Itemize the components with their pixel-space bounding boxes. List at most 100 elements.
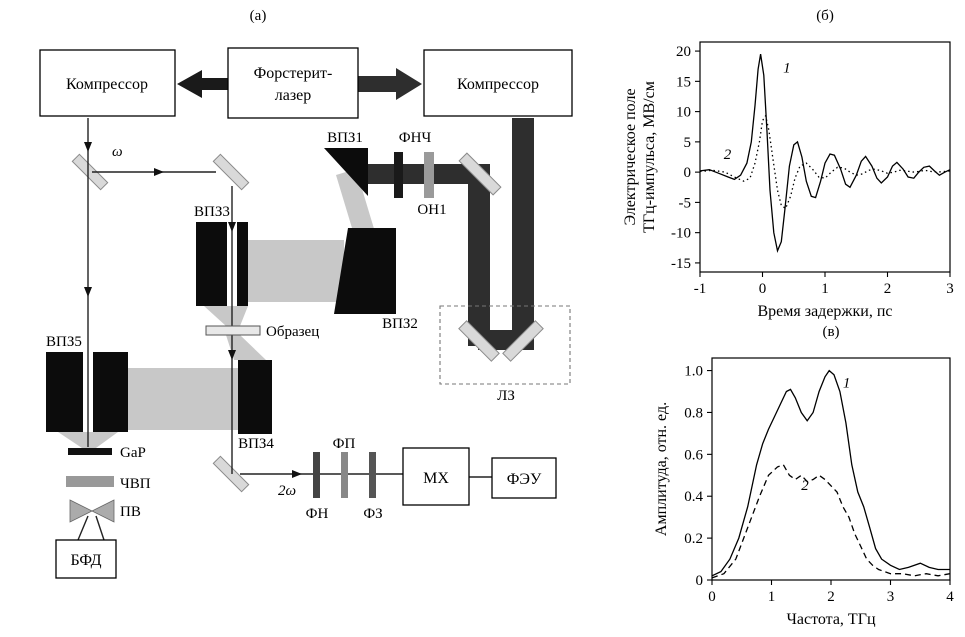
y-tick-label: -5 bbox=[679, 195, 692, 211]
parabolic-mirror-vp2 bbox=[334, 228, 396, 314]
arrowhead-down-2 bbox=[84, 287, 92, 297]
arrowhead-right-1 bbox=[154, 168, 164, 176]
x-tick-label: -1 bbox=[694, 281, 707, 297]
y-tick-label: 5 bbox=[684, 135, 692, 151]
arrow-laser-to-left-compressor bbox=[177, 70, 228, 98]
y-tick-label: 0.4 bbox=[684, 489, 703, 505]
compressor-right-box bbox=[423, 49, 573, 117]
parabolic-mirror-vp3 bbox=[196, 222, 248, 306]
x-axis-label: Время задержки, пс bbox=[758, 303, 893, 320]
balanced-photodetector-box bbox=[55, 539, 117, 579]
thz-beam-vp3-sample bbox=[204, 306, 248, 326]
x-axis-label: Частота, ТГц bbox=[786, 611, 875, 628]
series-label-2: 2 bbox=[801, 478, 809, 494]
fnch-label: ФНЧ bbox=[399, 130, 432, 146]
series-label-1: 1 bbox=[783, 60, 791, 76]
vp4-label: ВПЗ4 bbox=[238, 436, 274, 452]
wollaston-output-left bbox=[77, 515, 89, 541]
compressor-right-label: Компрессор bbox=[457, 76, 539, 93]
wollaston-prism-left bbox=[69, 499, 93, 523]
mirror-top-right bbox=[458, 152, 502, 196]
plot-frame bbox=[699, 41, 951, 273]
series-line-2 bbox=[711, 464, 951, 579]
x-tick-label: 1 bbox=[821, 281, 829, 297]
delay-mirror-right bbox=[502, 320, 544, 362]
arrowhead-probe-1 bbox=[228, 222, 236, 232]
monochromator-label: МХ bbox=[423, 470, 449, 487]
sample-label: Образец bbox=[266, 324, 319, 340]
y-tick-label: 0.2 bbox=[684, 531, 703, 547]
y-axis-label: Амплитуда, отн. ед. bbox=[653, 402, 670, 536]
series-line-1 bbox=[711, 369, 950, 577]
thz-beam-vp4-vp5 bbox=[128, 368, 238, 430]
chart-amplitude-spectrum: 0 1 2 3 4 0 0.2 0.4 0.6 0.8 1.0 (в) Частота, ТГц Ампл… bbox=[653, 324, 954, 628]
pv-label: ПВ bbox=[120, 504, 141, 520]
y-tick-label: -15 bbox=[671, 256, 691, 272]
pump-beam-to-vp1 bbox=[352, 164, 490, 184]
gap-label: GaP bbox=[120, 445, 146, 461]
x-tick-label: 2 bbox=[884, 281, 892, 297]
thz-beam-vp2-vp3 bbox=[246, 240, 344, 302]
optical-setup-diagram: (а) bbox=[39, 8, 573, 579]
arrowhead-right-2 bbox=[292, 470, 302, 478]
laser-box bbox=[227, 47, 359, 119]
plot-frame bbox=[711, 357, 951, 581]
x-tick-label: 2 bbox=[827, 589, 835, 605]
bfd-label: БФД bbox=[70, 552, 101, 569]
pmt-label: ФЭУ bbox=[507, 471, 542, 488]
pump-beam-down bbox=[512, 118, 534, 344]
x-tick-label: 0 bbox=[708, 589, 716, 605]
on1-attenuator-bar bbox=[424, 152, 434, 198]
fnch-filter-bar bbox=[394, 152, 403, 198]
y-tick-label: 0.6 bbox=[684, 447, 703, 463]
fp-filter-bar bbox=[341, 452, 348, 498]
vp1-label: ВПЗ1 bbox=[327, 130, 363, 146]
y-tick-label: 0 bbox=[684, 165, 692, 181]
panel-a-label: (а) bbox=[250, 8, 267, 24]
pump-beam-up bbox=[468, 164, 490, 346]
laser-label-line2: лазер bbox=[275, 87, 312, 104]
fn-label: ФН bbox=[306, 506, 329, 522]
fp-label: ФП bbox=[333, 436, 356, 452]
fz-filter-bar bbox=[369, 452, 376, 498]
y-tick-label: 10 bbox=[676, 105, 691, 121]
compressor-left-box bbox=[39, 49, 176, 117]
x-tick-label: 3 bbox=[887, 589, 895, 605]
vp5-label: ВПЗ5 bbox=[46, 334, 82, 350]
chart-title: (в) bbox=[822, 324, 839, 340]
vp2-label: ВПЗ2 bbox=[382, 316, 418, 332]
mirror-2omega-turn bbox=[212, 455, 250, 493]
series-label-1: 1 bbox=[843, 375, 851, 391]
series-label-2: 2 bbox=[724, 147, 732, 163]
beamsplitter-omega bbox=[71, 153, 109, 191]
y-tick-label: 1.0 bbox=[684, 364, 703, 380]
x-tick-label: 0 bbox=[759, 281, 767, 297]
wollaston-prism-right bbox=[91, 499, 115, 523]
parabolic-mirror-vp4 bbox=[238, 360, 272, 434]
thz-beam-vp1-vp2 bbox=[336, 169, 375, 238]
monochromator-box bbox=[402, 447, 470, 506]
arrowhead-down-1 bbox=[84, 142, 92, 152]
parabolic-mirror-vp1 bbox=[324, 148, 368, 196]
series-line-2 bbox=[699, 114, 951, 210]
y-axis-label: ТГц-импульса, МВ/см bbox=[641, 81, 658, 233]
chart-title: (б) bbox=[816, 8, 834, 24]
arrow-laser-to-right-compressor bbox=[358, 68, 422, 100]
mirror-probe-down bbox=[212, 153, 250, 191]
x-tick-label: 1 bbox=[768, 589, 776, 605]
y-tick-label: 20 bbox=[676, 44, 691, 60]
x-tick-label: 4 bbox=[946, 589, 954, 605]
fz-label: ФЗ bbox=[363, 506, 382, 522]
chvp-waveplate-bar bbox=[66, 476, 114, 487]
y-tick-label: 15 bbox=[676, 74, 691, 90]
lz-label: ЛЗ bbox=[497, 388, 515, 404]
chvp-label: ЧВП bbox=[120, 476, 151, 492]
two-omega-label: 2ω bbox=[278, 483, 296, 499]
compressor-left-label: Компрессор bbox=[66, 76, 148, 93]
y-tick-label: -10 bbox=[671, 226, 691, 242]
delay-line-box bbox=[439, 305, 571, 385]
vp3-label: ВПЗ3 bbox=[194, 204, 230, 220]
